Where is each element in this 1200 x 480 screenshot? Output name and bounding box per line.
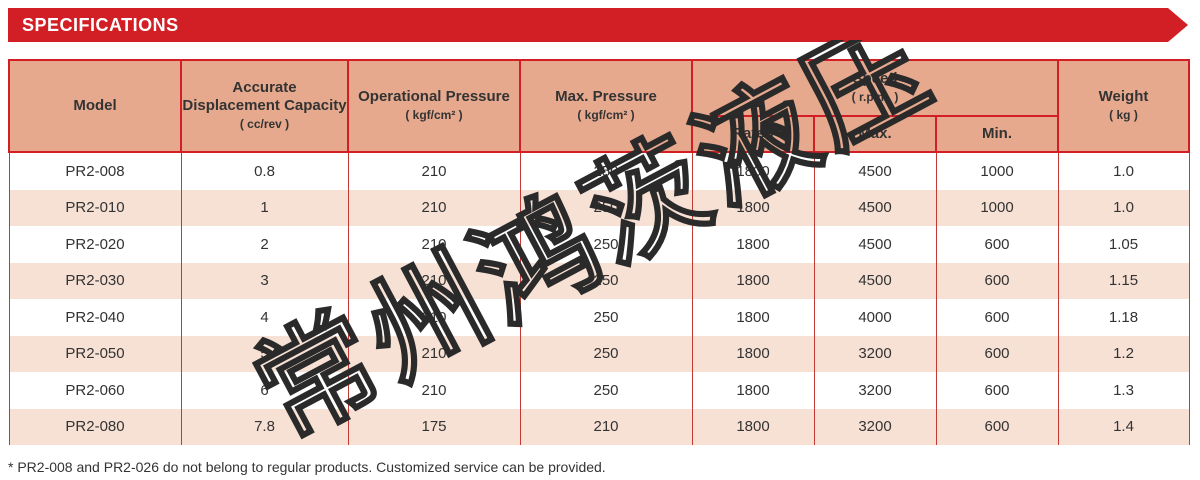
cell-speed-max: 4500 [813,189,937,226]
cell-speed-max: 4000 [813,299,937,336]
header-speed-unit: ( r.p.m. ) [851,90,899,104]
cell-model: PR2-050 [8,335,182,372]
cell-speed-min: 600 [935,262,1059,299]
cell-speed-min: 600 [935,372,1059,409]
cell-model: PR2-030 [8,262,182,299]
header-op-pressure: Operational Pressure ( kgf/cm² ) [347,59,521,153]
cell-model: PR2-008 [8,152,182,190]
cell-speed-max: 4500 [813,262,937,299]
cell-speed-max: 4500 [813,152,937,190]
cell-capacity: 7.8 [180,408,349,445]
cell-weight: 1.05 [1057,226,1190,263]
cell-capacity: 4 [180,299,349,336]
cell-weight: 1.0 [1057,189,1190,226]
header-capacity-unit: ( cc/rev ) [239,117,290,131]
cell-weight: 1.15 [1057,262,1190,299]
header-speed-label: Speed [852,70,898,87]
table-row: PR2-040 4 210 250 1800 4000 600 1.18 [8,299,1190,336]
cell-speed-rated: 1800 [691,299,815,336]
table-row: PR2-030 3 210 250 1800 4500 600 1.15 [8,262,1190,299]
cell-speed-rated: 1800 [691,372,815,409]
table-row: PR2-008 0.8 210 250 1800 4500 1000 1.0 [8,152,1190,190]
cell-speed-rated: 1800 [691,335,815,372]
cell-speed-max: 3200 [813,372,937,409]
header-weight-unit: ( kg ) [1109,108,1138,122]
cell-speed-max: 4500 [813,226,937,263]
header-model-label: Model [73,97,117,114]
cell-max-pressure: 250 [519,189,693,226]
cell-capacity: 2 [180,226,349,263]
cell-model: PR2-010 [8,189,182,226]
cell-weight: 1.0 [1057,152,1190,190]
cell-weight: 1.2 [1057,335,1190,372]
cell-speed-min: 600 [935,408,1059,445]
header-speed-min: Min. [934,115,1060,153]
cell-speed-rated: 1800 [691,262,815,299]
cell-weight: 1.18 [1057,299,1190,336]
cell-max-pressure: 250 [519,335,693,372]
cell-max-pressure: 250 [519,299,693,336]
footnote: * PR2-008 and PR2-026 do not belong to r… [8,459,606,475]
header-speed-max: Max. [813,115,937,153]
header-max-pressure-label: Max. Pressure [555,88,657,105]
cell-op-pressure: 210 [347,372,521,409]
specifications-banner: SPECIFICATIONS [8,8,1188,42]
cell-speed-max: 3200 [813,408,937,445]
header-op-pressure-unit: ( kgf/cm² ) [405,108,463,122]
cell-speed-min: 600 [935,335,1059,372]
header-speed-rated: Rated [691,115,815,153]
specifications-table: Model Accurate Displacement Capacity ( c… [8,59,1191,445]
banner-title: SPECIFICATIONS [22,15,179,35]
cell-model: PR2-020 [8,226,182,263]
cell-speed-rated: 1800 [691,152,815,190]
header-max-pressure-unit: ( kgf/cm² ) [577,108,635,122]
cell-speed-rated: 1800 [691,408,815,445]
cell-op-pressure: 175 [347,408,521,445]
cell-max-pressure: 250 [519,262,693,299]
header-weight-label: Weight [1098,88,1149,105]
table-row: PR2-050 5 210 250 1800 3200 600 1.2 [8,335,1190,372]
banner-shape [8,8,1188,42]
cell-model: PR2-040 [8,299,182,336]
cell-max-pressure: 250 [519,372,693,409]
cell-op-pressure: 210 [347,299,521,336]
cell-capacity: 1 [180,189,349,226]
header-op-pressure-label: Operational Pressure [358,88,510,105]
cell-model: PR2-060 [8,372,182,409]
cell-max-pressure: 250 [519,152,693,190]
cell-op-pressure: 210 [347,262,521,299]
cell-speed-min: 1000 [935,152,1059,190]
table-row: PR2-080 7.8 175 210 1800 3200 600 1.4 [8,408,1190,445]
cell-max-pressure: 210 [519,408,693,445]
header-max-pressure: Max. Pressure ( kgf/cm² ) [519,59,693,153]
table-row: PR2-010 1 210 250 1800 4500 1000 1.0 [8,189,1190,226]
cell-op-pressure: 210 [347,152,521,190]
cell-weight: 1.3 [1057,372,1190,409]
cell-speed-rated: 1800 [691,226,815,263]
cell-model: PR2-080 [8,408,182,445]
cell-speed-max: 3200 [813,335,937,372]
header-speed: Speed ( r.p.m. ) [690,59,1060,117]
cell-speed-min: 1000 [935,189,1059,226]
header-capacity-label: Accurate Displacement Capacity [182,79,347,114]
cell-speed-rated: 1800 [691,189,815,226]
header-weight: Weight ( kg ) [1057,59,1191,153]
cell-capacity: 3 [180,262,349,299]
table-row: PR2-060 6 210 250 1800 3200 600 1.3 [8,372,1190,409]
cell-capacity: 0.8 [180,152,349,190]
table-row: PR2-020 2 210 250 1800 4500 600 1.05 [8,226,1190,263]
cell-capacity: 6 [180,372,349,409]
cell-speed-min: 600 [935,299,1059,336]
cell-speed-min: 600 [935,226,1059,263]
cell-op-pressure: 210 [347,189,521,226]
header-capacity: Accurate Displacement Capacity ( cc/rev … [180,59,349,153]
cell-weight: 1.4 [1057,408,1190,445]
header-model: Model [8,59,182,153]
cell-op-pressure: 210 [347,226,521,263]
cell-max-pressure: 250 [519,226,693,263]
cell-op-pressure: 210 [347,335,521,372]
cell-capacity: 5 [180,335,349,372]
